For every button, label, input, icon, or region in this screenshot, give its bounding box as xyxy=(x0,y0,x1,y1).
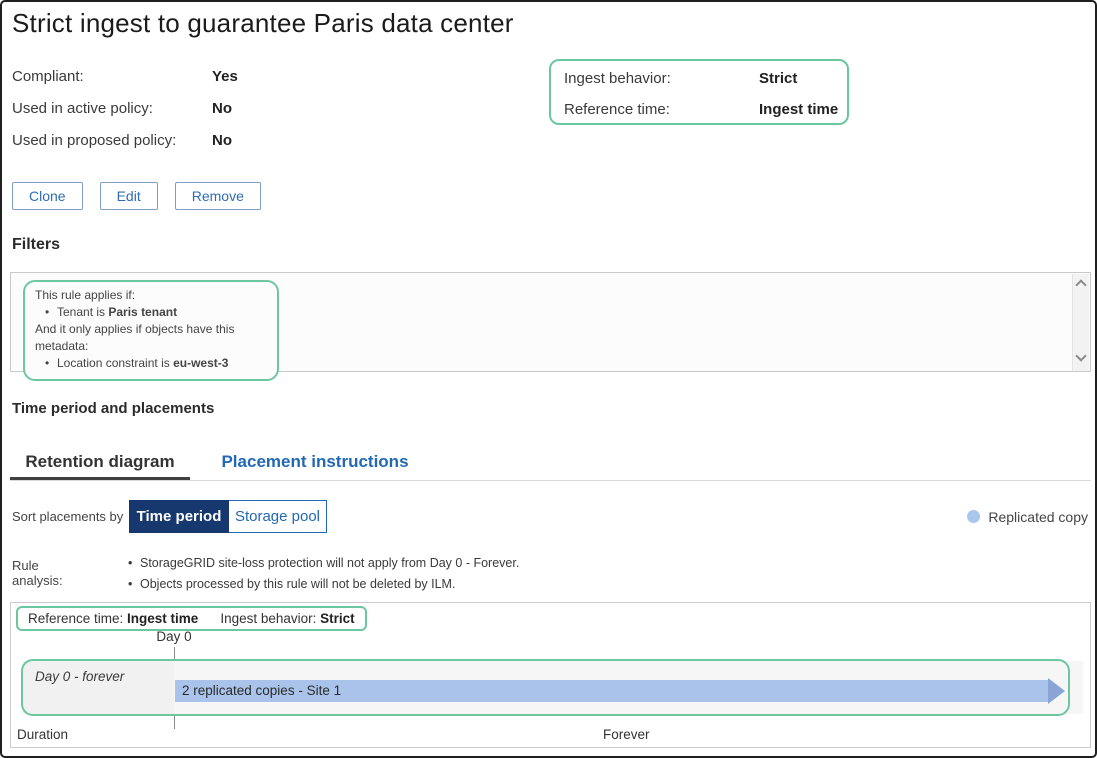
retention-diagram: Reference time: Ingest time Ingest behavi… xyxy=(10,602,1091,748)
page-title: Strict ingest to guarantee Paris data ce… xyxy=(12,8,514,38)
ingest-behavior-label: Ingest behavior: xyxy=(564,70,671,87)
scroll-up-icon[interactable] xyxy=(1075,279,1087,291)
property-compliant: Compliant: Yes xyxy=(12,60,238,92)
placement-period-label: Day 0 - forever xyxy=(35,669,125,684)
sort-toggle: Time period Storage pool xyxy=(129,500,327,533)
sort-storage-pool-button[interactable]: Storage pool xyxy=(229,500,327,533)
remove-button[interactable]: Remove xyxy=(174,182,261,210)
rule-analysis-list: StorageGRID site-loss protection will no… xyxy=(122,553,922,595)
filters-scroll-area: This rule applies if: Tenant is Paris te… xyxy=(10,272,1091,381)
scroll-down-icon[interactable] xyxy=(1075,350,1087,362)
edit-button[interactable]: Edit xyxy=(99,182,158,210)
reference-time-value: Ingest time xyxy=(759,101,839,118)
clone-button[interactable]: Clone xyxy=(12,182,83,210)
property-proposed-policy: Used in proposed policy: No xyxy=(12,124,238,156)
duration-axis-label: Duration xyxy=(17,727,69,742)
rule-analysis-item: Objects processed by this rule will not … xyxy=(122,574,922,595)
sort-time-period-button[interactable]: Time period xyxy=(129,500,229,533)
diagram-ref-time-value: Ingest time xyxy=(127,611,199,626)
diagram-behavior-value: Strict xyxy=(320,611,355,626)
property-value: Yes xyxy=(212,67,238,85)
replicated-copies-bar: 2 replicated copies - Site 1 xyxy=(175,680,1048,702)
property-label: Compliant: xyxy=(12,67,84,85)
rule-properties: Compliant: Yes Used in active policy: No… xyxy=(12,60,238,156)
arrow-right-icon xyxy=(1048,678,1065,704)
property-label: Used in active policy: xyxy=(12,99,153,117)
property-value: No xyxy=(212,131,232,149)
filter-location: Location constraint is eu-west-3 xyxy=(35,355,267,372)
diagram-reference-callout: Reference time: Ingest time Ingest behavi… xyxy=(16,606,367,631)
placements-heading: Time period and placements xyxy=(12,400,215,417)
filters-summary: This rule applies if: Tenant is Paris te… xyxy=(23,280,279,381)
diagram-behavior-label: Ingest behavior: xyxy=(220,611,321,626)
forever-axis-label: Forever xyxy=(603,727,650,742)
reference-time-row: Reference time: Ingest time xyxy=(551,94,847,125)
sort-placements-label: Sort placements by xyxy=(12,509,124,524)
legend-replicated-copy: Replicated copy xyxy=(967,500,1088,533)
placements-tabs: Retention diagram Placement instructions xyxy=(10,446,1091,481)
rule-actions: Clone Edit Remove xyxy=(12,182,278,210)
replicated-copies-bar-label: 2 replicated copies - Site 1 xyxy=(182,683,342,698)
day0-tick-label: Day 0 xyxy=(156,629,192,644)
ingest-behavior-callout: Ingest behavior: Strict Reference time: … xyxy=(549,59,849,125)
reference-time-label: Reference time: xyxy=(564,101,670,118)
filter-tenant: Tenant is Paris tenant xyxy=(35,304,267,321)
property-active-policy: Used in active policy: No xyxy=(12,92,238,124)
legend-label: Replicated copy xyxy=(988,508,1088,525)
rule-analysis-label: Rule analysis: xyxy=(12,558,63,588)
tab-placement-instructions[interactable]: Placement instructions xyxy=(221,452,409,471)
rule-analysis-item: StorageGRID site-loss protection will no… xyxy=(122,553,922,574)
replicated-copy-icon xyxy=(967,510,981,523)
vertical-scrollbar[interactable] xyxy=(1072,274,1089,371)
ingest-behavior-value: Strict xyxy=(759,70,798,87)
filters-applies-line: This rule applies if: xyxy=(35,288,136,302)
ingest-behavior-row: Ingest behavior: Strict xyxy=(551,63,847,94)
tab-retention-diagram[interactable]: Retention diagram xyxy=(10,446,190,480)
filter-tenant-value: Paris tenant xyxy=(108,305,178,319)
sort-placements-row: Sort placements by Time period Storage p… xyxy=(2,500,1095,533)
diagram-ref-time-label: Reference time: xyxy=(28,611,128,626)
filters-heading: Filters xyxy=(12,236,61,253)
placement-row-label-zone xyxy=(23,661,174,714)
filters-metadata-line: And it only applies if objects have this… xyxy=(35,322,235,353)
property-label: Used in proposed policy: xyxy=(12,131,177,149)
property-value: No xyxy=(212,99,232,117)
filter-location-value: eu-west-3 xyxy=(173,356,229,370)
